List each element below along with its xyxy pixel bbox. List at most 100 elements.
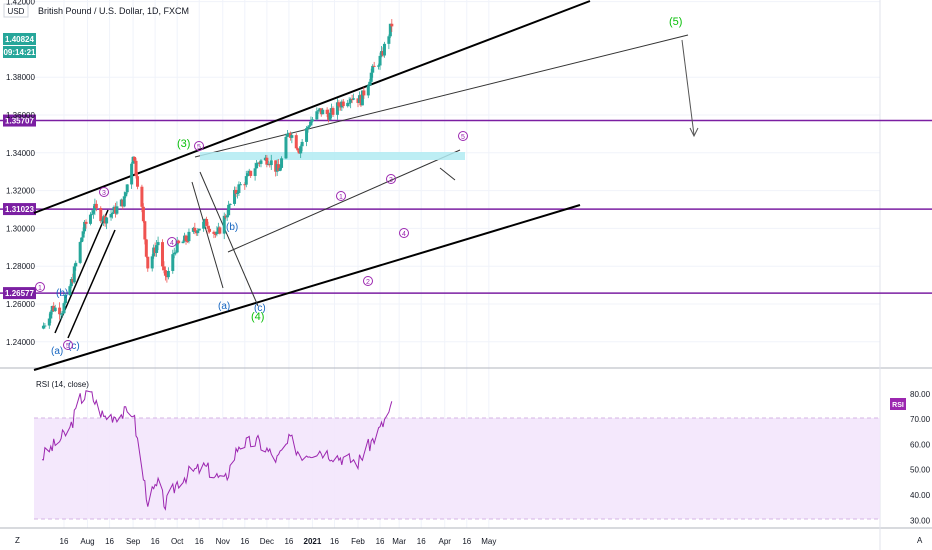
- circled-label: 4: [167, 237, 177, 247]
- price-tick: 1.34000: [6, 149, 35, 158]
- candle-body: [259, 160, 263, 164]
- candle-body: [235, 192, 239, 194]
- candle-body: [371, 65, 375, 73]
- candle-body: [174, 252, 178, 254]
- circled-label: 3: [99, 187, 109, 197]
- forecast-arrow[interactable]: [681, 39, 695, 136]
- candle-body: [69, 279, 73, 287]
- candle-body: [62, 303, 66, 314]
- price-axis: 1.42000 1.38000 1.36000 1.34000 1.32000 1.300…: [6, 0, 35, 347]
- level-label: 1.26577: [5, 289, 34, 298]
- candle-body: [238, 184, 242, 186]
- candle-body: [284, 136, 288, 159]
- candle-body: [144, 239, 148, 257]
- candle-body: [90, 213, 94, 215]
- candle-body: [249, 170, 253, 176]
- candle-body: [140, 186, 144, 207]
- time-label: Aug: [80, 537, 94, 546]
- rsi-band: [34, 418, 880, 519]
- candle-body: [337, 102, 341, 107]
- candle-body: [360, 90, 364, 106]
- candle-body: [155, 245, 159, 253]
- supply-zone[interactable]: [200, 152, 465, 160]
- price-tick: 1.42000: [6, 0, 35, 7]
- candle-body: [72, 266, 76, 283]
- svg-text:5: 5: [66, 343, 70, 350]
- rsi-label: RSI (14, close): [36, 380, 89, 389]
- svg-text:2: 2: [366, 279, 370, 286]
- candle-body: [328, 112, 332, 120]
- wave-line-c[interactable]: [191, 181, 224, 289]
- candle-body: [78, 242, 82, 263]
- candle-body: [181, 241, 185, 244]
- candle-body: [134, 160, 138, 177]
- wave-minor-a2: (a): [218, 301, 230, 312]
- currency-tag[interactable]: USD: [8, 7, 25, 16]
- candle-body: [80, 237, 84, 243]
- candle-body: [84, 221, 88, 224]
- candle-body: [234, 189, 238, 194]
- circled-label: 5: [63, 340, 73, 350]
- last-price-badge: [3, 33, 36, 45]
- candle-body: [349, 98, 353, 103]
- candle-body: [83, 221, 87, 232]
- svg-text:1: 1: [339, 194, 343, 201]
- wave-line-d[interactable]: [199, 171, 259, 307]
- rsi-tick: 40.00: [910, 491, 931, 500]
- upper-channel-line[interactable]: [33, 0, 591, 214]
- candle-body: [299, 146, 303, 154]
- price-tick: 1.32000: [6, 187, 35, 196]
- time-label: 16: [417, 537, 426, 546]
- candle-body: [346, 102, 350, 107]
- candle-body: [49, 311, 53, 319]
- svg-text:4: 4: [170, 240, 174, 247]
- wave-line-b[interactable]: [67, 229, 116, 339]
- candle-body: [141, 206, 145, 222]
- candle-body: [255, 163, 259, 169]
- candle-body: [187, 231, 191, 242]
- time-label: 16: [462, 537, 471, 546]
- inner-channel-lower[interactable]: [227, 149, 461, 253]
- candle-body: [222, 215, 226, 234]
- candle-body: [160, 242, 164, 267]
- candle-body: [225, 215, 229, 218]
- lower-channel-line[interactable]: [33, 204, 581, 371]
- candle-body: [193, 227, 197, 231]
- price-tick: 1.36000: [6, 111, 35, 120]
- candle-body: [228, 203, 232, 205]
- candle-body: [156, 242, 160, 246]
- candle-body: [310, 119, 314, 122]
- candle-body: [109, 214, 113, 218]
- wave-minor-b1: (b): [56, 288, 68, 299]
- candle-body: [294, 135, 298, 149]
- wave-line-e[interactable]: [439, 167, 456, 181]
- level-label: 1.31023: [5, 205, 34, 214]
- candle-body: [206, 225, 210, 229]
- candle-body: [305, 128, 309, 142]
- auto-scale-button[interactable]: A: [917, 536, 923, 545]
- circled-label: 1: [336, 191, 346, 201]
- candle-body: [143, 221, 147, 240]
- circled-label: 2: [363, 276, 373, 286]
- forecast-arrow-head: [689, 127, 699, 138]
- inner-channel-upper[interactable]: [194, 34, 689, 158]
- time-label: Feb: [351, 537, 365, 546]
- candle-body: [43, 325, 47, 327]
- candle-body: [184, 235, 188, 241]
- candle-body: [58, 307, 62, 315]
- candle-body: [213, 233, 217, 235]
- candle-body: [296, 148, 300, 151]
- time-label: 16: [105, 537, 114, 546]
- currency-tag-box[interactable]: [3, 3, 29, 18]
- rsi-axis: 80.00 70.00 60.00 50.00 40.00 30.00: [910, 390, 931, 526]
- time-label: Dec: [260, 537, 274, 546]
- candle-body: [215, 231, 219, 235]
- candle-body: [124, 192, 128, 197]
- candle-body: [122, 196, 126, 207]
- price-tick: 1.30000: [6, 224, 35, 233]
- candle-body: [335, 102, 339, 115]
- candle-body: [202, 221, 206, 229]
- zoom-button-left[interactable]: Z: [15, 536, 20, 545]
- candle-body: [133, 156, 137, 161]
